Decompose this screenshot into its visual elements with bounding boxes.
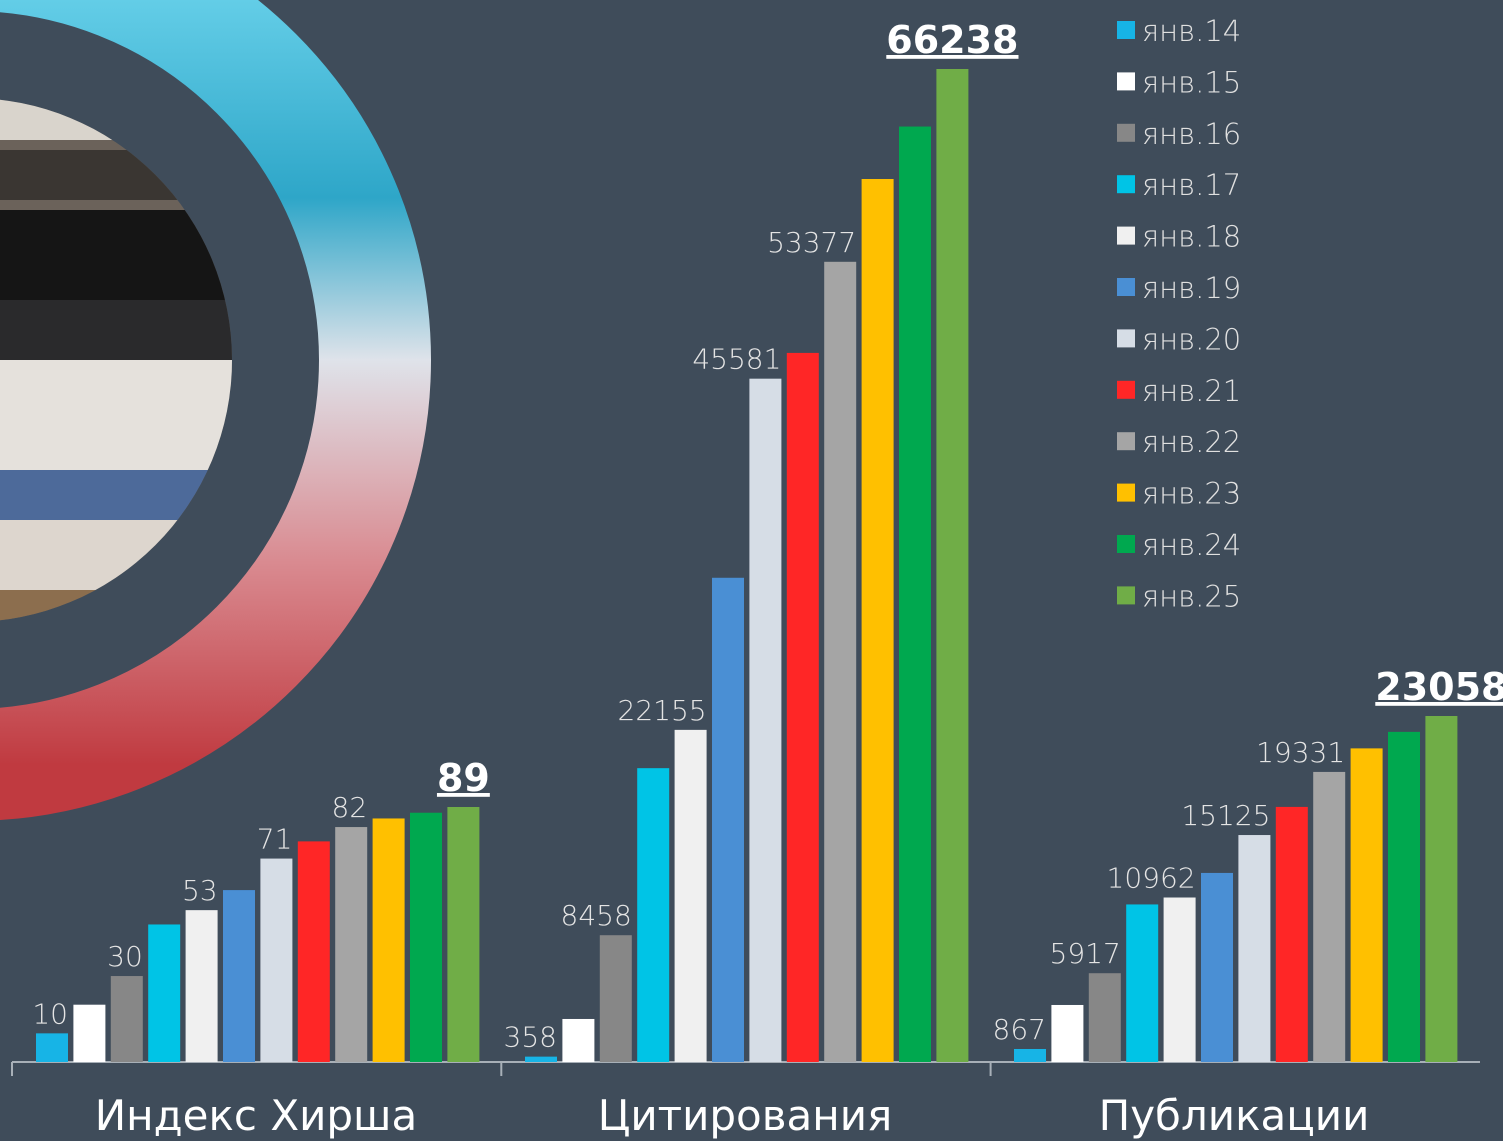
bar — [1163, 897, 1196, 1062]
bar — [1388, 731, 1420, 1062]
legend-label: янв.18 — [1142, 220, 1241, 254]
value-label: 19331 — [1256, 736, 1345, 769]
category-label: Публикации — [1099, 1091, 1370, 1140]
value-label: 15125 — [1181, 799, 1270, 832]
legend-label: янв.19 — [1142, 271, 1241, 305]
legend-label: янв.23 — [1142, 477, 1241, 511]
bar — [1350, 748, 1383, 1062]
legend-label: янв.15 — [1142, 65, 1241, 99]
bar — [525, 1056, 557, 1062]
bar — [861, 179, 894, 1063]
bar — [637, 768, 670, 1062]
bar — [223, 890, 255, 1062]
legend-swatch — [1117, 72, 1135, 91]
bar — [824, 261, 857, 1062]
bar — [749, 378, 782, 1062]
value-label: 82 — [332, 791, 368, 824]
value-label: 53 — [182, 874, 218, 907]
bar — [447, 807, 480, 1062]
legend-label: янв.24 — [1142, 528, 1241, 562]
legend-swatch — [1117, 278, 1135, 296]
legend-swatch — [1117, 226, 1135, 245]
bar — [599, 935, 632, 1062]
bar — [674, 729, 707, 1062]
value-label: 23058 — [1375, 665, 1503, 709]
bar — [1425, 716, 1458, 1062]
category-label: Индекс Хирша — [95, 1091, 417, 1140]
bar — [110, 976, 143, 1062]
bar — [1051, 1004, 1084, 1062]
bar — [1014, 1048, 1046, 1062]
decoration — [0, 0, 431, 820]
legend-swatch — [1117, 535, 1135, 553]
value-label: 358 — [504, 1021, 557, 1054]
bar — [562, 1018, 595, 1062]
legend-label: янв.14 — [1142, 14, 1241, 48]
value-label: 22155 — [618, 694, 707, 727]
legend-swatch — [1117, 483, 1135, 502]
value-label: 30 — [107, 940, 143, 973]
value-label: 8458 — [561, 899, 632, 932]
legend-swatch — [1117, 586, 1135, 605]
legend-label: янв.25 — [1142, 579, 1241, 613]
value-label: 71 — [257, 823, 293, 856]
bar — [936, 69, 969, 1062]
bar — [1126, 904, 1159, 1062]
value-label: 89 — [437, 756, 490, 800]
legend-label: янв.21 — [1142, 374, 1241, 408]
legend-label: янв.16 — [1142, 117, 1241, 151]
bar — [73, 1004, 106, 1062]
bar — [1238, 835, 1271, 1062]
bar — [786, 352, 819, 1062]
legend-swatch — [1117, 329, 1135, 348]
value-label: 10962 — [1107, 862, 1196, 895]
value-label: 45581 — [692, 343, 781, 376]
bar — [372, 818, 405, 1062]
legend-swatch — [1117, 432, 1135, 451]
bar — [1313, 771, 1346, 1062]
value-label: 66238 — [886, 18, 1018, 62]
bar — [1201, 872, 1233, 1062]
legend-label: янв.22 — [1142, 425, 1241, 459]
bar — [36, 1033, 68, 1062]
category-label: Цитирования — [598, 1091, 893, 1140]
bar — [1275, 806, 1308, 1062]
value-label: 53377 — [767, 226, 856, 259]
legend-swatch — [1117, 123, 1135, 142]
bar — [335, 827, 368, 1062]
value-label: 867 — [993, 1013, 1046, 1046]
legend-swatch — [1117, 380, 1135, 399]
bar — [410, 812, 442, 1062]
bar — [185, 910, 218, 1062]
legend-label: янв.17 — [1142, 168, 1241, 202]
value-label: 10 — [32, 997, 68, 1030]
bar — [712, 577, 744, 1062]
legend-swatch — [1117, 21, 1135, 39]
bar — [297, 841, 330, 1062]
bar — [148, 924, 181, 1062]
value-label: 5917 — [1050, 937, 1121, 970]
bar — [1088, 973, 1121, 1062]
legend-label: янв.20 — [1142, 322, 1241, 356]
bar — [260, 858, 293, 1062]
bar — [899, 126, 931, 1062]
legend-swatch — [1117, 175, 1135, 194]
